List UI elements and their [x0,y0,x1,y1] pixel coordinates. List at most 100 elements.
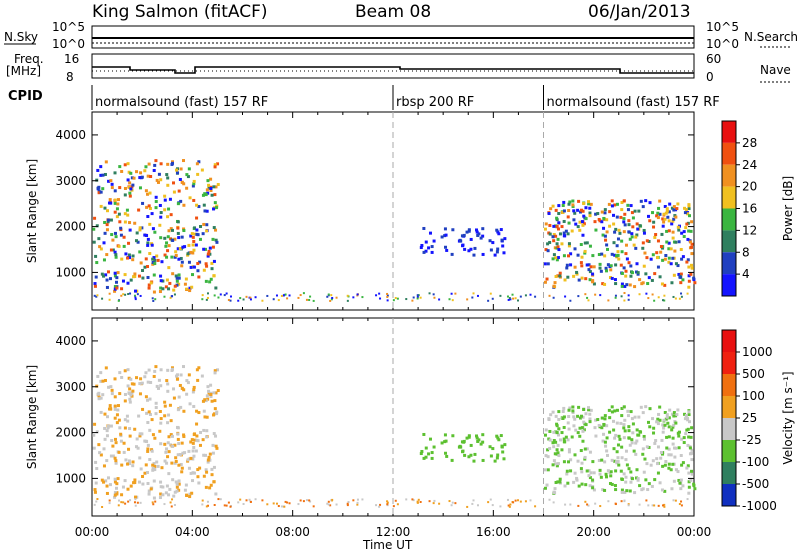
power-cell [686,212,690,216]
velocity-cell [149,487,153,491]
velocity-cell [690,472,694,476]
velocity-cell [599,505,602,508]
velocity-cell [615,450,619,454]
velocity-cell [189,471,193,475]
power-cbar-label: 24 [742,158,757,172]
velocity-cell [641,447,645,451]
power-cell [272,298,275,301]
power-cell [591,272,595,276]
power-cell [612,222,616,226]
power-cell [603,211,607,215]
velocity-cell [229,505,232,508]
power-swatch [722,208,736,231]
velocity-ytick-label: 2000 [55,426,86,440]
velocity-cell [624,475,628,479]
power-cell [196,269,200,273]
power-cell [127,170,131,174]
power-cell [690,220,694,224]
velocity-cell [207,389,211,393]
power-cell [98,245,102,249]
velocity-cell [110,388,114,392]
velocity-cell [346,502,349,505]
velocity-cell [558,480,562,484]
velocity-cell [116,404,120,408]
nave-label: Nave [760,63,791,77]
power-cell [605,247,609,251]
velocity-cell [96,498,99,501]
power-cell [170,162,174,166]
power-cell [170,255,174,259]
power-cell [189,234,193,238]
velocity-cell [202,474,206,478]
velocity-cell [575,478,579,482]
power-cell [676,202,680,206]
velocity-cell [667,416,671,420]
velocity-cell [201,499,204,502]
power-cell [95,295,98,298]
velocity-cell [573,471,577,475]
velocity-cell [97,395,101,399]
velocity-cell [129,377,133,381]
velocity-cell [117,418,121,422]
power-cell [182,159,186,163]
power-cell [249,296,252,299]
power-cell [182,229,186,233]
velocity-cell [667,435,671,439]
velocity-cell [99,379,103,383]
power-cell [506,295,509,298]
power-cell [198,260,202,264]
velocity-cell [627,429,631,433]
velocity-cell [150,418,154,422]
power-cell [375,294,378,297]
velocity-cell [477,438,481,442]
velocity-cell [175,485,179,489]
power-cell [546,242,550,246]
power-cell [432,293,435,296]
velocity-cell [182,435,186,439]
velocity-cell [138,434,142,438]
power-cell [108,277,112,281]
velocity-cell [687,480,691,484]
velocity-cell [103,378,107,382]
velocity-cell [622,472,626,476]
power-cell [213,163,217,167]
power-cell [566,254,570,258]
power-cell [131,258,135,262]
power-cell [211,237,215,241]
power-cell [172,288,176,292]
power-cell [195,162,199,166]
power-cell [419,246,423,250]
velocity-cell [159,421,163,425]
velocity-cell [588,450,592,454]
velocity-cell [661,430,665,434]
velocity-cell [599,475,603,479]
power-cell [604,266,608,270]
power-cell [109,201,113,205]
velocity-cell [690,469,694,473]
power-cell [147,162,151,166]
velocity-cell [123,399,127,403]
power-cell [165,255,169,259]
velocity-cell [121,485,125,489]
power-cell [534,295,537,298]
power-cell [471,296,474,299]
power-cell [128,221,132,225]
power-cell [666,215,670,219]
velocity-cell [207,392,211,396]
power-cell [634,235,638,239]
power-cell [158,223,162,227]
nave-tick-top: 60 [706,52,721,66]
power-cell [677,228,681,232]
velocity-cell [180,466,184,470]
power-cell [184,277,188,281]
power-cell [130,176,134,180]
velocity-cell [620,414,624,418]
velocity-cell [432,445,436,449]
velocity-cell [609,470,613,474]
velocity-cell [424,455,428,459]
power-cell [131,254,135,258]
velocity-cell [467,435,471,439]
velocity-cell [155,384,159,388]
power-cell [620,282,624,286]
